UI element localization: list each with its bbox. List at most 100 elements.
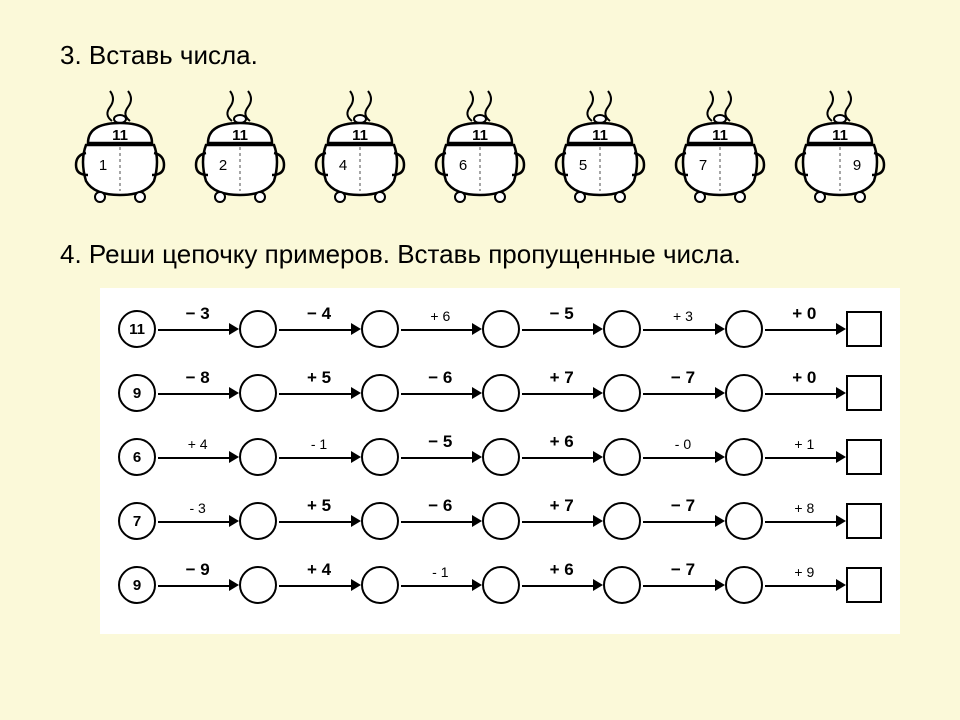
pot-left-value[interactable]: 1 <box>88 157 118 174</box>
chain-row: 7- 3 + 5 − 6 + 7 − 7 + 8 <box>118 496 882 546</box>
chain-arrow: - 3 <box>156 502 239 540</box>
chain-mid-circle[interactable] <box>482 374 520 412</box>
chain-mid-circle[interactable] <box>603 502 641 540</box>
chain-arrow: − 7 <box>641 566 724 604</box>
chain-start-circle: 7 <box>118 502 156 540</box>
chain-mid-circle[interactable] <box>239 438 277 476</box>
pot-right-value[interactable]: 9 <box>842 157 872 174</box>
pots-row: 111 112 <box>70 89 910 209</box>
chain-end-box[interactable] <box>846 567 882 603</box>
chain-row: 6+ 4- 1− 5+ 6- 0+ 1 <box>118 432 882 482</box>
chain-op-label: − 7 <box>641 560 724 580</box>
chain-arrow: + 0 <box>763 374 846 412</box>
chain-mid-circle[interactable] <box>361 566 399 604</box>
chain-op-label: - 0 <box>641 436 724 452</box>
pot-lid-label: 11 <box>670 127 770 144</box>
chain-mid-circle[interactable] <box>361 502 399 540</box>
chain-mid-circle[interactable] <box>482 310 520 348</box>
task4-title: 4. Реши цепочку примеров. Вставь пропуще… <box>60 239 910 270</box>
pot-lid-label: 11 <box>550 127 650 144</box>
pot-lid-label: 11 <box>430 127 530 144</box>
chain-op-label: + 0 <box>763 304 846 324</box>
chain-mid-circle[interactable] <box>239 374 277 412</box>
chain-mid-circle[interactable] <box>239 310 277 348</box>
chain-arrow: + 4 <box>156 438 239 476</box>
chain-mid-circle[interactable] <box>361 310 399 348</box>
chain-mid-circle[interactable] <box>482 502 520 540</box>
pot-left-value[interactable]: 5 <box>568 157 598 174</box>
chain-mid-circle[interactable] <box>725 374 763 412</box>
chain-op-label: + 1 <box>763 436 846 452</box>
chain-mid-circle[interactable] <box>725 438 763 476</box>
chain-mid-circle[interactable] <box>239 502 277 540</box>
chain-op-label: + 7 <box>520 368 603 388</box>
chain-op-label: + 8 <box>763 500 846 516</box>
chain-mid-circle[interactable] <box>603 374 641 412</box>
chain-op-label: - 1 <box>277 436 360 452</box>
chain-op-label: + 7 <box>520 496 603 516</box>
pot-lid-label: 11 <box>70 127 170 144</box>
chain-arrow: + 6 <box>520 566 603 604</box>
pot: 11 5 <box>550 89 650 209</box>
chain-arrow: - 1 <box>277 438 360 476</box>
chain-op-label: − 6 <box>399 496 482 516</box>
chain-row: 9− 9 + 4 - 1 + 6 − 7 + 9 <box>118 560 882 610</box>
chain-mid-circle[interactable] <box>725 566 763 604</box>
pot: 114 <box>310 89 410 209</box>
chain-op-label: + 3 <box>641 308 724 324</box>
task3-title: 3. Вставь числа. <box>60 40 910 71</box>
chains-section: 11− 3− 4+ 6− 5+ 3+ 09− 8+ 5− 6+ 7− 7+ 06… <box>100 288 900 634</box>
pot: 11 2 <box>190 89 290 209</box>
chain-mid-circle[interactable] <box>482 438 520 476</box>
chain-end-box[interactable] <box>846 439 882 475</box>
chain-arrow: + 7 <box>520 502 603 540</box>
chain-mid-circle[interactable] <box>361 438 399 476</box>
chain-mid-circle[interactable] <box>603 566 641 604</box>
chain-mid-circle[interactable] <box>603 438 641 476</box>
chain-arrow: − 4 <box>277 310 360 348</box>
chain-op-label: + 0 <box>763 368 846 388</box>
pot-lid-label: 11 <box>190 127 290 144</box>
chain-op-label: + 6 <box>399 308 482 324</box>
chain-arrow: − 9 <box>156 566 239 604</box>
pot-left-value[interactable]: 2 <box>208 157 238 174</box>
chain-start-circle: 11 <box>118 310 156 348</box>
chain-mid-circle[interactable] <box>603 310 641 348</box>
chain-arrow: + 5 <box>277 374 360 412</box>
chain-row: 11− 3− 4+ 6− 5+ 3+ 0 <box>118 304 882 354</box>
chain-mid-circle[interactable] <box>725 310 763 348</box>
chain-arrow: + 5 <box>277 502 360 540</box>
chain-arrow: + 6 <box>520 438 603 476</box>
chain-arrow: + 9 <box>763 566 846 604</box>
chain-op-label: + 9 <box>763 564 846 580</box>
pot-left-value[interactable]: 7 <box>688 157 718 174</box>
pot-left-value[interactable]: 4 <box>328 157 358 174</box>
chain-op-label: - 3 <box>156 500 239 516</box>
chain-mid-circle[interactable] <box>725 502 763 540</box>
chain-op-label: + 4 <box>277 560 360 580</box>
chain-arrow: + 6 <box>399 310 482 348</box>
chain-op-label: − 4 <box>277 304 360 324</box>
chain-arrow: + 4 <box>277 566 360 604</box>
chain-start-circle: 9 <box>118 566 156 604</box>
chain-arrow: − 6 <box>399 374 482 412</box>
chain-end-box[interactable] <box>846 311 882 347</box>
pot: 11 6 <box>430 89 530 209</box>
chain-row: 9− 8+ 5− 6+ 7− 7+ 0 <box>118 368 882 418</box>
chain-arrow: + 0 <box>763 310 846 348</box>
chain-op-label: − 8 <box>156 368 239 388</box>
chain-end-box[interactable] <box>846 375 882 411</box>
chain-op-label: + 6 <box>520 560 603 580</box>
chain-op-label: + 5 <box>277 368 360 388</box>
chain-mid-circle[interactable] <box>361 374 399 412</box>
chain-arrow: − 5 <box>520 310 603 348</box>
chain-arrow: − 5 <box>399 438 482 476</box>
chain-arrow: − 7 <box>641 374 724 412</box>
chain-arrow: - 0 <box>641 438 724 476</box>
chain-end-box[interactable] <box>846 503 882 539</box>
chain-mid-circle[interactable] <box>239 566 277 604</box>
chain-mid-circle[interactable] <box>482 566 520 604</box>
pot-left-value[interactable]: 6 <box>448 157 478 174</box>
chain-arrow: - 1 <box>399 566 482 604</box>
chain-arrow: − 7 <box>641 502 724 540</box>
